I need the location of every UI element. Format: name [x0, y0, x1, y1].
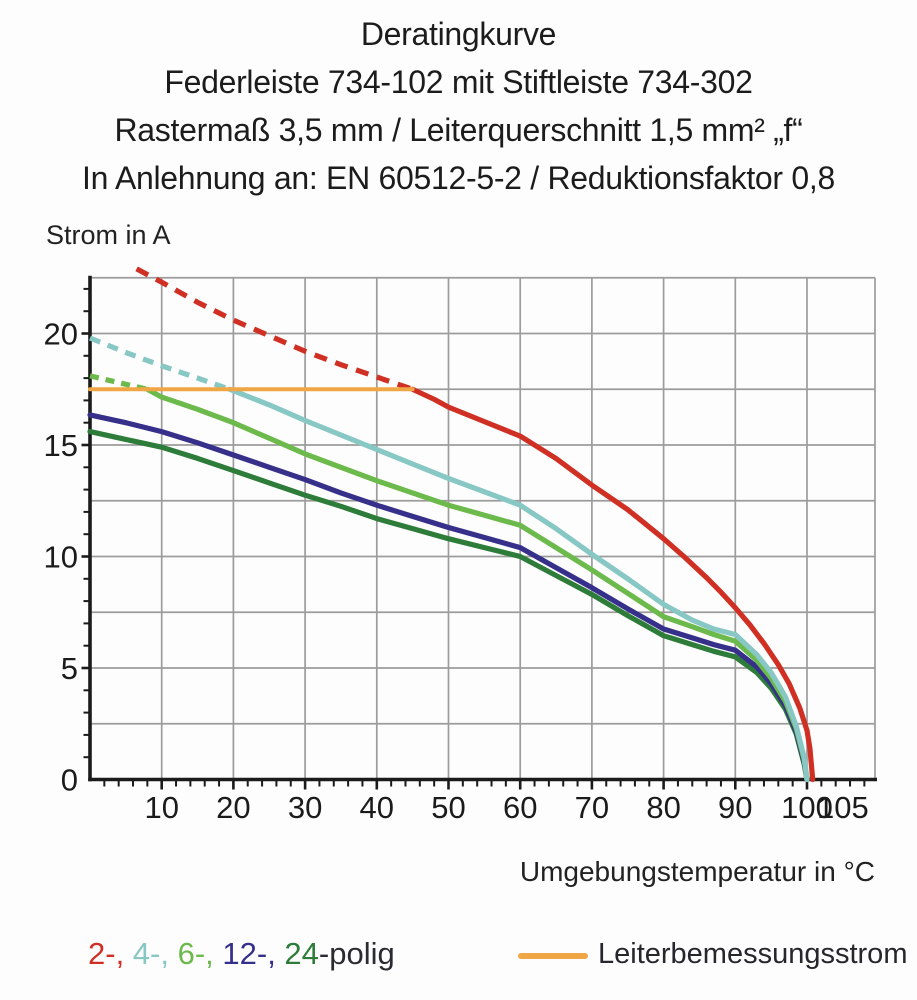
axis-layer: [88, 275, 877, 782]
x-tick-label: 40: [360, 790, 394, 825]
poles-legend-part: 6-,: [168, 936, 214, 971]
poles-legend-part: -polig: [318, 936, 395, 971]
x-tick-label: 10: [144, 790, 178, 825]
x-tick-label: 90: [718, 790, 752, 825]
curve-2-polig: [410, 386, 816, 783]
x-tick-label: 70: [575, 790, 609, 825]
poles-legend-part: 12-,: [213, 936, 276, 971]
title-line-4: In Anlehnung an: EN 60512-5-2 / Reduktio…: [82, 160, 835, 196]
title-line-1: Deratingkurve: [360, 16, 557, 52]
y-tick-label: 5: [61, 651, 78, 686]
tick-layer: [81, 287, 866, 790]
y-tick-label: 20: [44, 317, 78, 352]
legend-row: 2-, 4-, 6-, 12-, 24-polig Leiterbemessun…: [0, 936, 917, 996]
poles-legend-part: 24: [275, 936, 319, 971]
x-tick-label: 80: [646, 790, 680, 825]
poles-legend-part: 2-,: [88, 936, 125, 971]
y-tick-label: 0: [61, 763, 78, 798]
poles-legend-part: 4-,: [124, 936, 169, 971]
curve-2-polig: [135, 266, 414, 392]
y-axis-title: Strom in A: [46, 220, 171, 250]
x-tick-label: 30: [288, 790, 322, 825]
curve-24-polig: [87, 429, 810, 783]
grid-layer: [90, 276, 876, 780]
x-tick-label: 100: [781, 790, 833, 825]
x-tick-label: 20: [216, 790, 250, 825]
x-tick-label: 60: [503, 790, 537, 825]
title-line-3: Rastermaß 3,5 mm / Leiterquerschnitt 1,5…: [114, 112, 803, 148]
curve-6-polig: [144, 386, 810, 783]
x-axis-title: Umgebungstemperatur in °C: [519, 856, 875, 887]
y-tick-label: 10: [44, 540, 78, 575]
curve-layer: [87, 266, 816, 783]
poles-legend: 2-, 4-, 6-, 12-, 24-polig: [88, 936, 395, 972]
title-line-2: Federleiste 734-102 mit Stiftleiste 734-…: [164, 64, 753, 100]
y-tick-label: 15: [44, 428, 78, 463]
curve-12-polig: [87, 412, 810, 783]
rated-current-label: Leiterbemessungsstrom: [598, 938, 908, 970]
rated-current-line-swatch: [518, 953, 588, 959]
curve-4-polig: [89, 335, 231, 392]
chart-title-block: Deratingkurve Federleiste 734-102 mit St…: [0, 10, 917, 202]
curve-4-polig: [227, 386, 810, 783]
x-tick-label: 105: [817, 790, 869, 825]
curve-6-polig: [89, 373, 148, 392]
x-tick-label: 50: [431, 790, 465, 825]
